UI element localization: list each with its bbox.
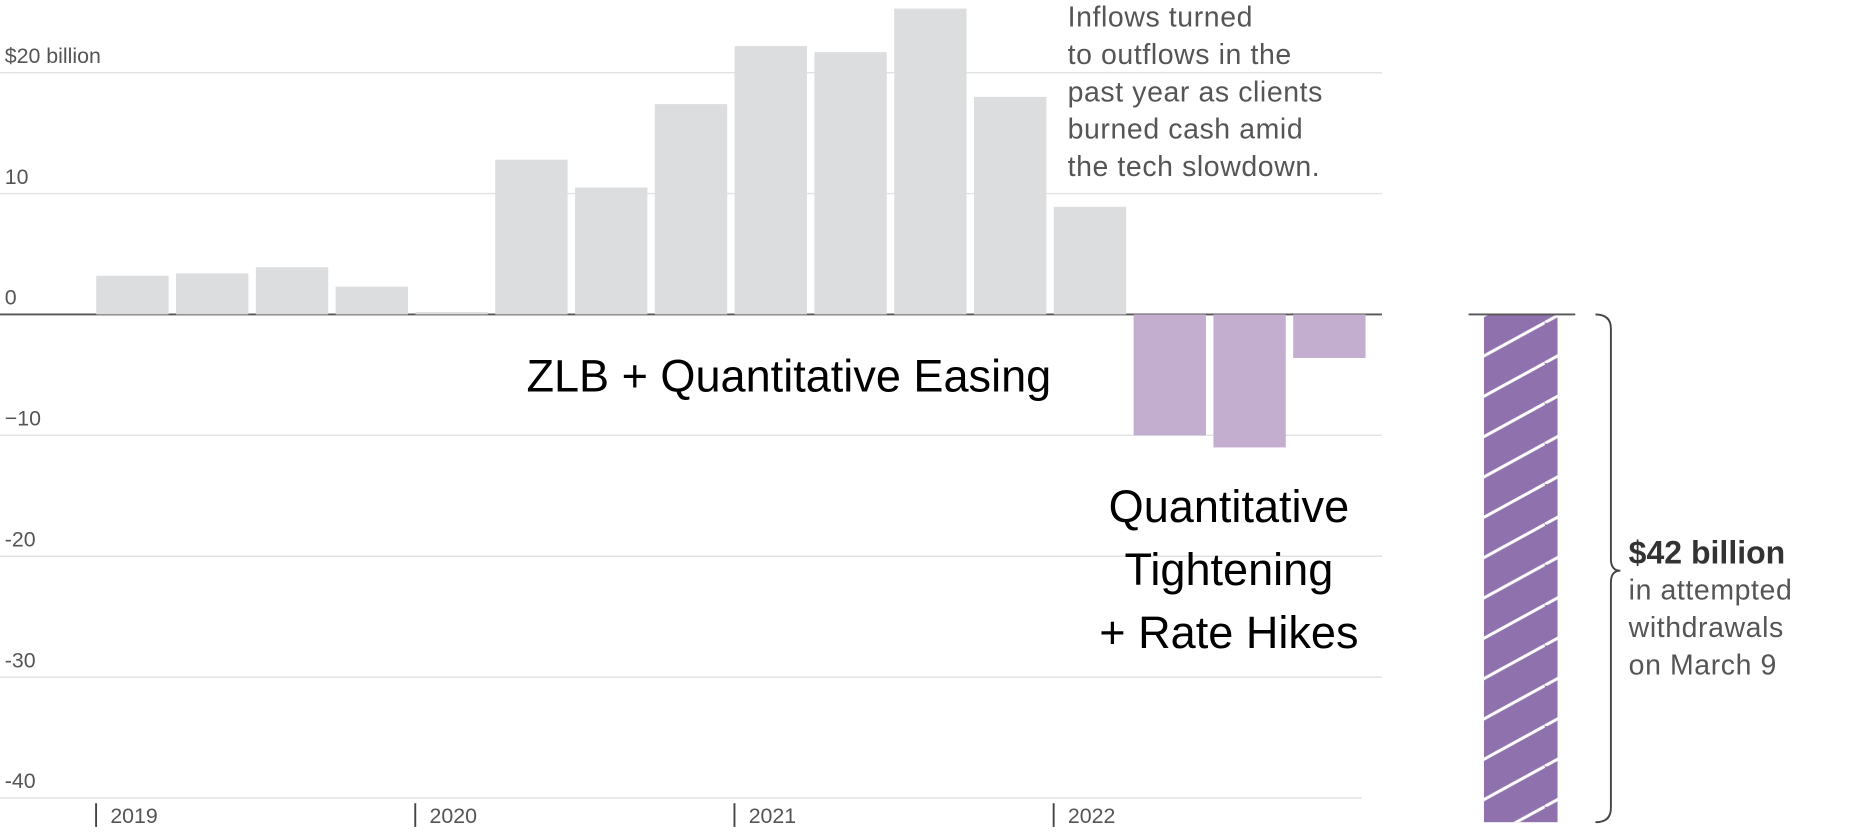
bar [1133,314,1206,436]
withdrawal-text: withdrawals [1628,612,1784,644]
x-tick-label: 2022 [1068,804,1115,828]
regime-label: + Rate Hikes [1099,607,1358,658]
annotation-line: past year as clients [1068,76,1323,108]
y-tick-label: -40 [5,769,36,793]
bar [1213,314,1286,448]
bar [575,187,648,315]
bar [974,96,1047,315]
withdrawal-title: $42 billion [1629,535,1786,571]
bar [335,286,408,315]
annotation-line: to outflows in the [1068,39,1292,71]
annotation-line: the tech slowdown. [1068,151,1321,183]
y-tick-label: -30 [5,648,36,672]
regime-label: Tightening [1125,544,1334,595]
regime-label: Quantitative [1109,481,1349,532]
y-tick-label: −10 [5,407,41,431]
bar [654,104,728,315]
x-tick-label: 2019 [110,804,157,828]
withdrawal-hatch [1483,314,1558,823]
x-tick-label: 2021 [749,804,796,828]
annotation-line: Inflows turned [1068,2,1253,34]
annotation-line: burned cash amid [1068,114,1304,146]
bar [415,312,488,315]
bar [96,275,169,315]
y-tick-label: 0 [5,286,17,310]
bar [1053,206,1127,315]
y-tick-label: 10 [5,165,29,189]
bar [734,46,807,315]
y-tick-label: -20 [5,527,36,551]
bar [176,273,249,315]
withdrawal-text: on March 9 [1629,649,1777,681]
bar [1293,314,1366,358]
bar [814,52,887,315]
regime-label: ZLB + Quantitative Easing [526,351,1051,402]
bar [894,8,967,315]
x-tick-label: 2020 [430,804,478,828]
brace [1595,313,1621,824]
y-tick-label: $20 billion [5,44,101,68]
bar [495,159,568,315]
withdrawal-text: in attempted [1629,575,1793,607]
bar [255,267,329,315]
